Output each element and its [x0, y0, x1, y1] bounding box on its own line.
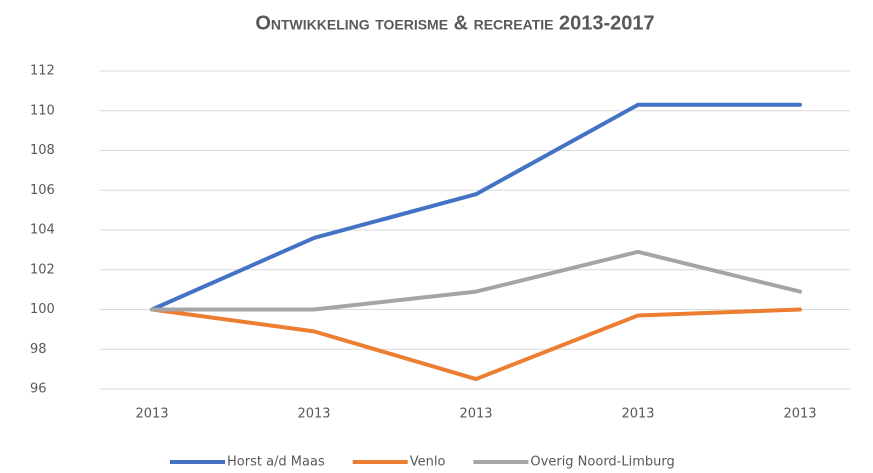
y-tick-label: 110 [30, 103, 55, 118]
legend-label: Horst a/d Maas [227, 455, 325, 470]
y-tick-label: 96 [30, 382, 47, 397]
y-tick-label: 106 [30, 183, 55, 198]
legend-label: Overig Noord-Limburg [530, 455, 674, 470]
y-tick-label: 100 [30, 302, 55, 317]
x-tick-label: 2013 [135, 407, 168, 422]
data-line [150, 307, 802, 382]
y-tick-label: 112 [30, 64, 55, 79]
x-tick-label: 2013 [297, 407, 330, 422]
legend-label: Venlo [410, 455, 446, 470]
data-line [150, 249, 802, 312]
y-tick-label: 98 [30, 342, 47, 357]
x-tick-label: 2013 [783, 407, 816, 422]
x-tick-label: 2013 [621, 407, 654, 422]
y-tick-label: 108 [30, 143, 55, 158]
y-tick-label: 102 [30, 262, 55, 277]
y-tick-label: 104 [30, 223, 55, 238]
chart-title: Ontwikkeling toerisme & recreatie 2013-2… [255, 12, 654, 34]
data-line [150, 102, 802, 312]
x-tick-label: 2013 [459, 407, 492, 422]
